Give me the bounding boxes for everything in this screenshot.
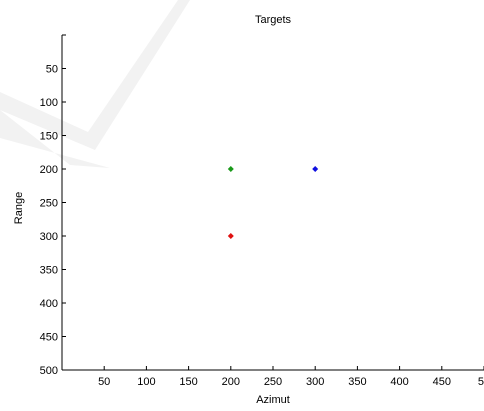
- y-tick-label: 150: [40, 131, 58, 143]
- data-point: [312, 166, 319, 172]
- chart-title: Targets: [255, 14, 292, 26]
- x-tick-label: 350: [348, 376, 366, 388]
- x-tick-label: 150: [179, 376, 197, 388]
- y-tick-label: 200: [40, 164, 58, 176]
- tick-group: 50 100 150 200 250 300 350 400 450 50 50 100 150 200 2…: [40, 34, 484, 388]
- y-tick-label: 50: [46, 64, 58, 76]
- x-tick-label: 450: [433, 376, 451, 388]
- data-point: [227, 233, 234, 239]
- y-tick-label: 350: [40, 265, 58, 277]
- y-axis-label: Range: [13, 192, 25, 224]
- watermark-shape: [0, 0, 190, 168]
- x-tick-label: 50: [478, 376, 484, 388]
- x-axis-label: Azimut: [256, 394, 290, 406]
- x-tick-label: 200: [222, 376, 240, 388]
- y-tick-label: 450: [40, 332, 58, 344]
- y-tick-label: 100: [40, 97, 58, 109]
- x-tick-label: 400: [390, 376, 408, 388]
- x-tick-label: 300: [306, 376, 324, 388]
- x-tick-label: 50: [98, 376, 110, 388]
- points-group: [227, 166, 319, 239]
- y-tick-label: 300: [40, 231, 58, 243]
- y-tick-label: 400: [40, 298, 58, 310]
- y-tick-label: 250: [40, 198, 58, 210]
- x-tick-label: 250: [264, 376, 282, 388]
- y-tick-label: 500: [40, 365, 58, 377]
- x-tick-label: 100: [137, 376, 155, 388]
- data-point: [227, 166, 234, 172]
